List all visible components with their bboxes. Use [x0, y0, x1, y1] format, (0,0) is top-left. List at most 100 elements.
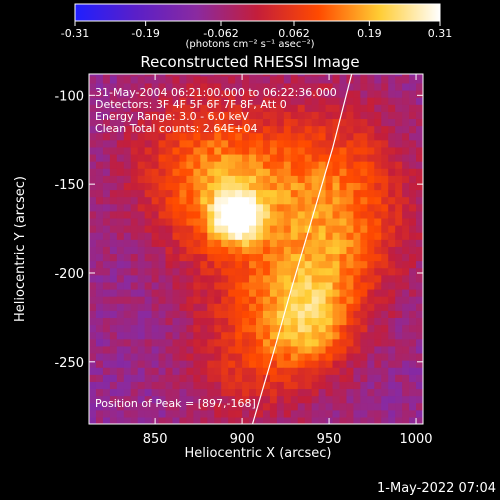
heatmap-cell: [214, 125, 222, 134]
heatmap-cell: [172, 75, 181, 84]
heatmap-cell: [179, 296, 188, 304]
heatmap-cell: [339, 388, 348, 397]
heatmap-cell: [311, 196, 320, 205]
heatmap-cell: [276, 153, 285, 162]
heatmap-cell: [297, 225, 306, 233]
heatmap-cell: [200, 267, 208, 276]
heatmap-cell: [116, 246, 125, 255]
heatmap-cell: [367, 182, 375, 191]
heatmap-cell: [402, 74, 410, 77]
heatmap-cell: [311, 338, 320, 347]
heatmap-cell: [116, 388, 125, 397]
heatmap-cell: [290, 239, 299, 247]
heatmap-cell: [102, 196, 111, 205]
heatmap-cell: [283, 125, 292, 134]
heatmap-cell: [95, 374, 104, 382]
heatmap-cell: [269, 388, 278, 397]
heatmap-cell: [109, 210, 118, 219]
heatmap-cell: [381, 317, 389, 326]
heatmap-cell: [165, 395, 174, 404]
heatmap-cell: [353, 182, 361, 191]
heatmap-cell: [311, 402, 320, 411]
heatmap-cell: [360, 416, 368, 424]
heatmap-cell: [144, 153, 153, 162]
heatmap-cell: [221, 260, 229, 269]
heatmap-cell: [123, 168, 132, 176]
heatmap-cell: [179, 331, 188, 340]
heatmap-cell: [242, 324, 250, 333]
heatmap-cell: [388, 310, 396, 318]
heatmap-cell: [151, 331, 160, 340]
heatmap-cell: [353, 168, 361, 176]
heatmap-cell: [256, 288, 264, 297]
heatmap-cell: [235, 395, 243, 404]
heatmap-cell: [374, 260, 382, 269]
heatmap-cell: [346, 367, 355, 375]
heatmap-cell: [276, 139, 285, 148]
heatmap-cell: [297, 402, 306, 411]
heatmap-cell: [207, 225, 215, 233]
heatmap-cell: [207, 331, 215, 340]
heatmap-cell: [179, 125, 188, 134]
heatmap-cell: [186, 161, 194, 169]
heatmap-cell: [311, 331, 320, 340]
heatmap-cell: [89, 153, 97, 162]
heatmap-cell: [193, 210, 201, 219]
heatmap-cell: [144, 416, 153, 424]
heatmap-cell: [172, 317, 181, 326]
heatmap-cell: [283, 402, 292, 411]
heatmap-cell: [381, 217, 389, 226]
heatmap-cell: [388, 395, 396, 404]
heatmap-cell: [228, 168, 236, 176]
heatmap-cell: [304, 203, 313, 212]
heatmap-cell: [235, 196, 243, 205]
heatmap-cell: [109, 104, 118, 112]
heatmap-cell: [325, 161, 334, 169]
heatmap-cell: [262, 246, 271, 255]
heatmap-cell: [200, 217, 208, 226]
heatmap-cell: [290, 310, 299, 318]
heatmap-cell: [332, 360, 341, 368]
heatmap-cell: [144, 367, 153, 375]
heatmap-cell: [283, 331, 292, 340]
heatmap-cell: [325, 374, 334, 382]
heatmap-cell: [325, 288, 334, 297]
heatmap-cell: [318, 118, 327, 127]
heatmap-cell: [165, 132, 174, 141]
heatmap-cell: [130, 232, 139, 240]
heatmap-cell: [339, 402, 348, 411]
heatmap-cell: [269, 367, 278, 375]
heatmap-cell: [193, 182, 201, 191]
heatmap-cell: [235, 402, 243, 411]
heatmap-cell: [116, 331, 125, 340]
heatmap-cell: [193, 352, 201, 361]
colorbar-tick-label: 0.31: [428, 27, 453, 40]
heatmap-cell: [123, 153, 132, 162]
heatmap-cell: [311, 267, 320, 276]
y-axis-label: Heliocentric Y (arcsec): [13, 176, 28, 322]
heatmap-cell: [200, 352, 208, 361]
heatmap-cell: [416, 232, 423, 240]
heatmap-cell: [200, 288, 208, 297]
heatmap-cell: [346, 225, 355, 233]
heatmap-cell: [325, 281, 334, 290]
heatmap-cell: [95, 175, 104, 183]
heatmap-cell: [311, 89, 320, 98]
heatmap-cell: [207, 146, 215, 155]
heatmap-cell: [193, 246, 201, 255]
heatmap-cell: [283, 395, 292, 404]
heatmap-cell: [172, 352, 181, 361]
heatmap-cell: [186, 217, 194, 226]
heatmap-cell: [221, 232, 229, 240]
heatmap-cell: [200, 246, 208, 255]
heatmap-cell: [311, 381, 320, 390]
heatmap-cell: [360, 352, 368, 361]
heatmap-cell: [409, 267, 417, 276]
heatmap-cell: [165, 253, 174, 262]
heatmap-cell: [151, 210, 160, 219]
heatmap-cell: [193, 82, 201, 91]
heatmap-cell: [228, 374, 236, 382]
heatmap-cell: [165, 161, 174, 169]
heatmap-cell: [367, 338, 375, 347]
heatmap-cell: [221, 267, 229, 276]
